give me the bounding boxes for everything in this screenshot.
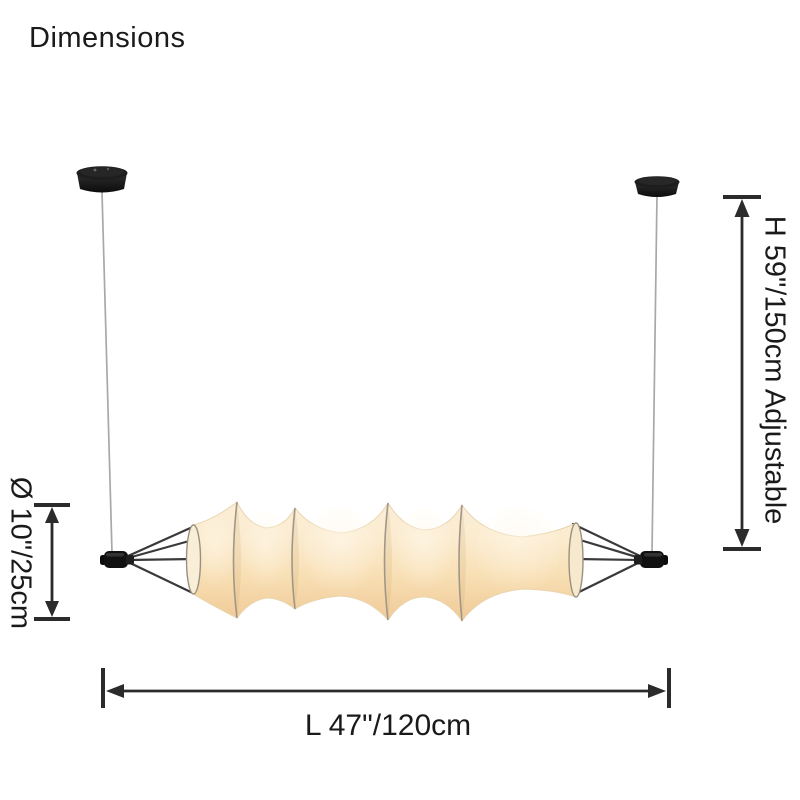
shade-seam	[383, 502, 389, 621]
shade-rib-shadow	[233, 502, 241, 618]
diameter-dimension-arrow	[34, 503, 70, 621]
canopy-screw-icon	[93, 168, 97, 172]
shade-highlight	[195, 518, 235, 586]
ceiling-canopy-right	[634, 176, 680, 197]
end-fitting-left	[100, 551, 134, 568]
shade-rim-left	[185, 524, 202, 595]
arrowhead-up-icon	[734, 199, 750, 217]
arrowhead-right-icon	[648, 684, 666, 698]
suspension-cable-left	[101, 191, 113, 554]
shade-highlight	[304, 506, 376, 594]
shade-seam	[232, 501, 238, 619]
page-title: Dimensions	[29, 22, 186, 54]
length-dimension-arrow	[101, 668, 671, 708]
height-dimension-label: H 59"/150cm Adjustable	[758, 215, 791, 525]
shade-highlight	[476, 506, 560, 594]
canopy-screw-icon	[106, 167, 110, 171]
arrowhead-down-icon	[734, 529, 750, 547]
arrowhead-left-icon	[106, 684, 124, 698]
ceiling-canopy-left	[76, 166, 128, 193]
shade-rim-right	[568, 522, 584, 598]
shade-highlight	[396, 508, 452, 592]
shade-rib-shadow	[384, 503, 392, 620]
end-fitting-right	[634, 551, 668, 568]
length-dimension-label: L 47"/120cm	[304, 709, 472, 742]
fabric-cocoon-shade	[185, 501, 584, 622]
diameter-dimension-label: Ø 10"/25cm	[4, 476, 37, 630]
shade-highlight	[243, 512, 289, 588]
shade-rib-shadow	[292, 508, 299, 609]
arrowhead-down-icon	[45, 601, 59, 617]
height-dimension-arrow	[723, 195, 761, 551]
suspension-cable-right	[651, 193, 658, 554]
shade-seam	[291, 507, 296, 610]
shade-seam	[458, 504, 463, 622]
shade-rib-shadow	[459, 505, 466, 621]
arrowhead-up-icon	[45, 507, 59, 523]
